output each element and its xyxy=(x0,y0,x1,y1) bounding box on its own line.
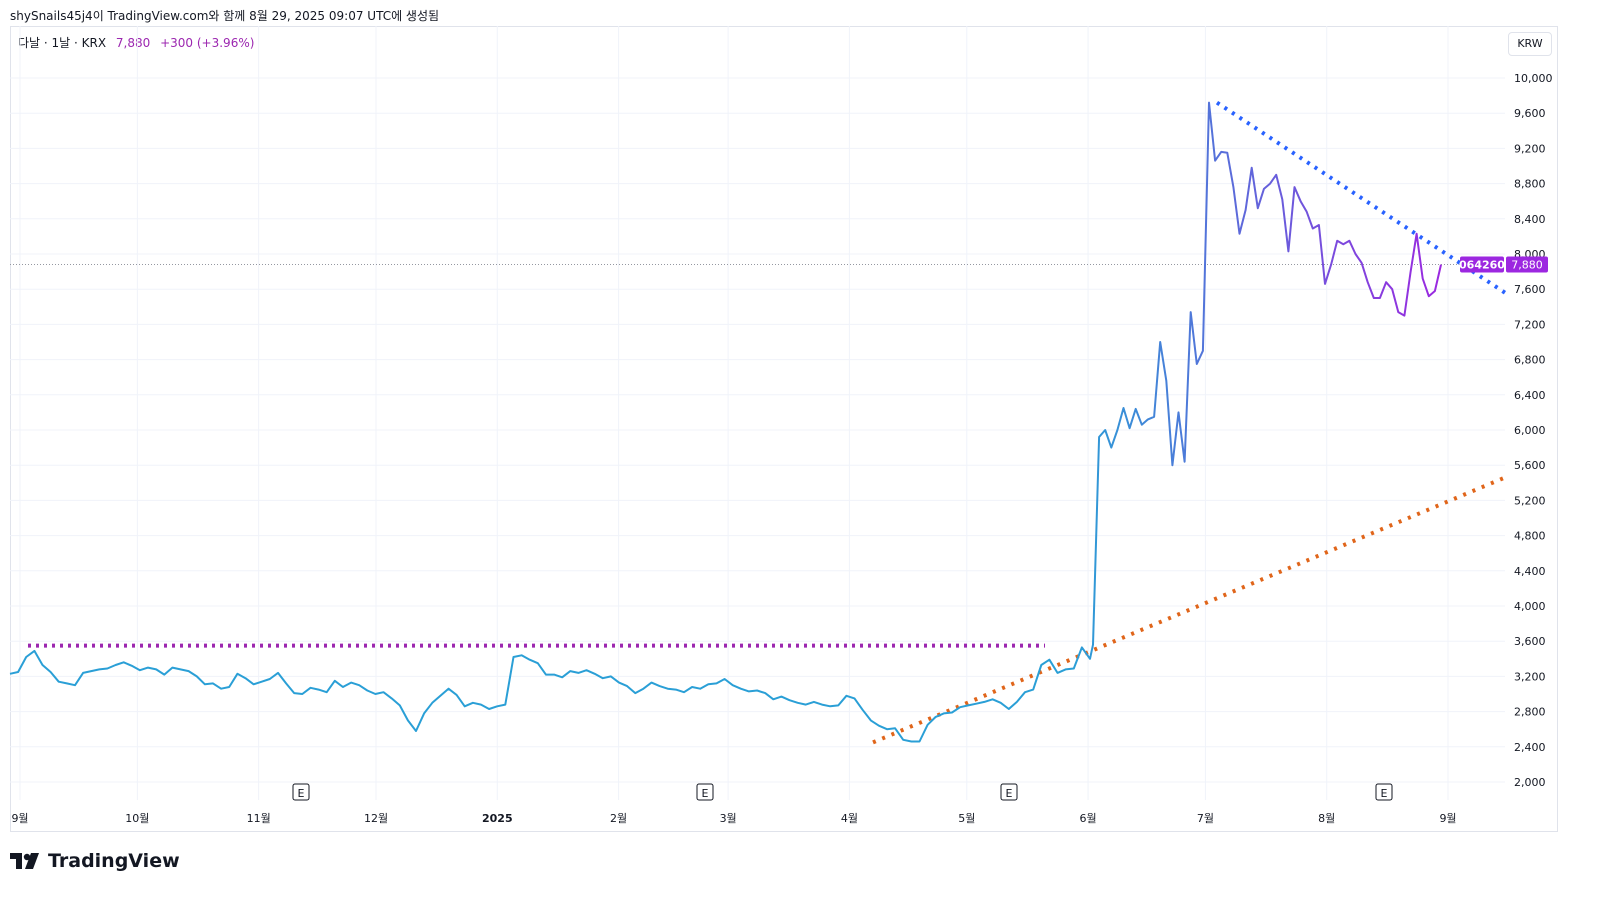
y-tick-label: 4,800 xyxy=(1514,530,1546,543)
tradingview-logo: TradingView xyxy=(10,850,180,872)
price-line xyxy=(9,101,1442,743)
chart-frame xyxy=(10,26,1558,832)
x-tick-label: 3월 xyxy=(720,812,737,825)
y-tick-label: 7,600 xyxy=(1514,283,1546,296)
y-tick-label: 9,200 xyxy=(1514,142,1546,155)
earnings-marker-label: E xyxy=(1006,787,1013,800)
y-tick-label: 4,400 xyxy=(1514,565,1546,578)
y-tick-label: 5,200 xyxy=(1514,494,1546,507)
y-tick-label: 3,200 xyxy=(1514,670,1546,683)
y-tick-label: 7,200 xyxy=(1514,318,1546,331)
x-tick-label: 9월 xyxy=(11,812,28,825)
x-tick-label: 7월 xyxy=(1197,812,1214,825)
y-tick-label: 10,000 xyxy=(1514,72,1553,85)
symbol-name: 다날 · 1날 · KRX xyxy=(18,36,107,50)
brand-name: TradingView xyxy=(48,850,180,872)
symbol-code-tag xyxy=(1460,256,1504,273)
y-tick-label: 2,400 xyxy=(1514,741,1546,754)
y-tick-label: 5,600 xyxy=(1514,459,1546,472)
last-price-tag-text: 7,880 xyxy=(1511,259,1543,272)
y-tick-label: 3,600 xyxy=(1514,635,1546,648)
x-tick-label: 9월 xyxy=(1439,812,1456,825)
symbol-legend: 다날 · 1날 · KRX 7,880 +300 (+3.96%) xyxy=(18,34,254,51)
symbol-change: +300 (+3.96%) xyxy=(160,36,255,50)
earnings-marker-box xyxy=(292,783,310,801)
y-tick-label: 4,000 xyxy=(1514,600,1546,613)
x-tick-label: 2025 xyxy=(482,812,513,825)
earnings-marker-box xyxy=(1375,783,1393,801)
earnings-marker-label: E xyxy=(702,787,709,800)
y-tick-label: 6,800 xyxy=(1514,354,1546,367)
price-series xyxy=(9,101,1442,743)
earnings-marker-label: E xyxy=(1381,787,1388,800)
x-tick-label: 8월 xyxy=(1318,812,1335,825)
x-tick-label: 5월 xyxy=(958,812,975,825)
support-trendline[interactable] xyxy=(872,475,1506,745)
earnings-marker[interactable]: E xyxy=(1000,783,1018,801)
y-axis: 10,0009,6009,2008,8008,4008,0007,6007,20… xyxy=(1514,72,1553,789)
tradingview-logo-icon xyxy=(10,853,39,869)
last-price-tag-box xyxy=(1506,256,1548,273)
symbol-price: 7,880 xyxy=(115,36,151,50)
y-tick-label: 2,800 xyxy=(1514,706,1546,719)
x-tick-label: 12월 xyxy=(364,812,388,825)
y-tick-label: 6,400 xyxy=(1514,389,1546,402)
earnings-marker[interactable]: E xyxy=(1375,783,1393,801)
x-axis: 9월 10월 11월 12월 2025 2월 3월 4월 5월 6월 7월 8월 9월 xyxy=(11,812,1456,825)
earnings-marker[interactable]: E xyxy=(696,783,714,801)
grid-lines xyxy=(10,26,1505,800)
y-tick-label: 8,400 xyxy=(1514,213,1546,226)
y-tick-label: 8,800 xyxy=(1514,178,1546,191)
earnings-marker-label: E xyxy=(298,787,305,800)
symbol-code-text: 064260 xyxy=(1459,259,1505,272)
last-price-tag: 064260 7,880 xyxy=(1459,256,1548,273)
currency-button[interactable]: KRW xyxy=(1508,32,1552,56)
attribution-text: shySnails45j4이 TradingView.com와 함께 8월 29… xyxy=(10,9,440,23)
x-tick-label: 2월 xyxy=(610,812,627,825)
x-tick-label: 4월 xyxy=(841,812,858,825)
downtrend-trendline[interactable] xyxy=(1215,100,1507,295)
y-tick-label: 6,000 xyxy=(1514,424,1546,437)
x-tick-label: 6월 xyxy=(1080,812,1097,825)
y-tick-label: 2,000 xyxy=(1514,776,1546,789)
trend-lines xyxy=(10,100,1507,745)
earnings-marker[interactable]: E xyxy=(292,783,310,801)
y-tick-label: 9,600 xyxy=(1514,107,1546,120)
x-tick-label: 10월 xyxy=(125,812,149,825)
x-tick-label: 11월 xyxy=(247,812,271,825)
earnings-marker-box xyxy=(1000,783,1018,801)
earnings-marker-box xyxy=(696,783,714,801)
